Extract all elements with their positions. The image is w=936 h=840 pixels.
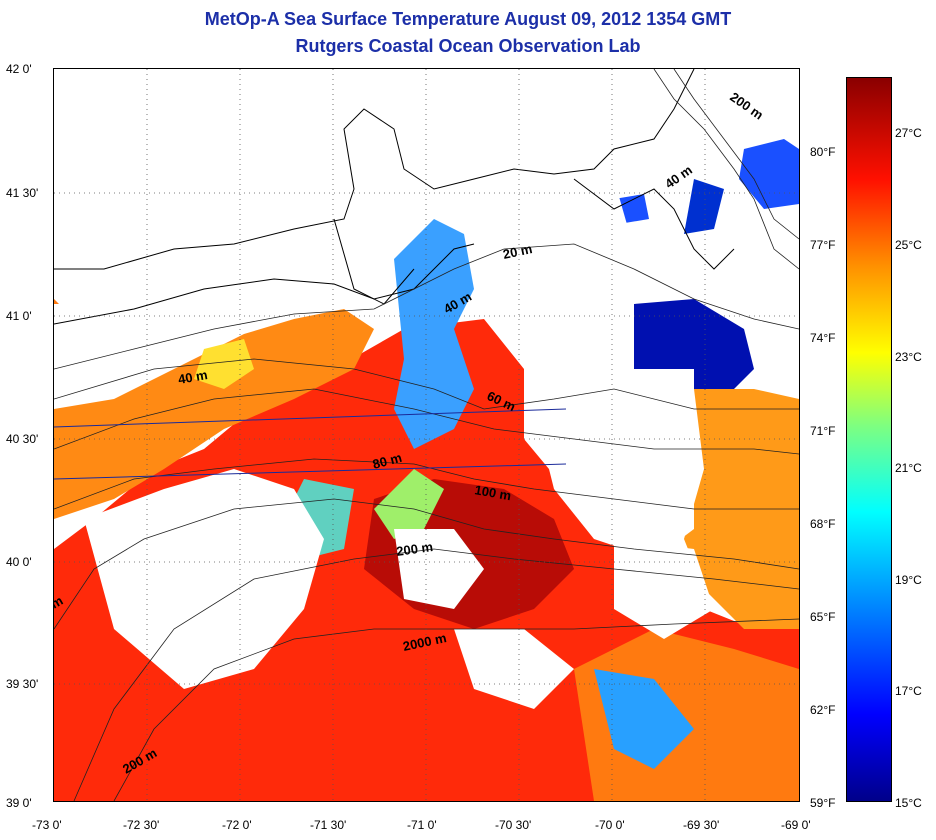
map-title: MetOp-A Sea Surface Temperature August 0… <box>204 9 732 29</box>
lon-label: -71 30' <box>310 818 347 832</box>
contour-label: 200 m <box>395 539 434 559</box>
colorbar-fahrenheit-label: 80°F <box>810 145 836 159</box>
temperature-colorbar <box>846 77 892 802</box>
colorbar-fahrenheit-label: 71°F <box>810 424 836 438</box>
colorbar-fahrenheit-label: 68°F <box>810 517 836 531</box>
sst-map: 200 m 40 m 20 m 40 m 40 m 60 m 80 m 100 … <box>48 68 800 802</box>
lon-label: -71 0' <box>407 818 437 832</box>
lat-label: 39 0' <box>6 796 32 810</box>
coastline <box>54 69 735 325</box>
contour-label: 80 m <box>371 450 404 472</box>
colorbar-celsius-label: 17°C <box>895 684 922 698</box>
colorbar-celsius-label: 25°C <box>895 238 922 252</box>
lon-label: -69 0' <box>781 818 811 832</box>
lon-label: -70 0' <box>595 818 625 832</box>
colorbar-celsius-label: 19°C <box>895 573 922 587</box>
lat-label: 40 0' <box>6 555 32 569</box>
contour-label: 20 m <box>502 241 534 262</box>
colorbar-celsius-label: 23°C <box>895 350 922 364</box>
lat-label: 39 30' <box>6 677 39 691</box>
contour-label: 100 m <box>473 482 512 503</box>
lon-label: -72 30' <box>123 818 160 832</box>
lat-label: 42 0' <box>6 62 32 76</box>
colorbar-celsius-label: 15°C <box>895 796 922 810</box>
colorbar-fahrenheit-label: 65°F <box>810 610 836 624</box>
contour-label: 40 m <box>662 162 695 191</box>
colorbar-fahrenheit-label: 74°F <box>810 331 836 345</box>
lon-label: -69 30' <box>683 818 720 832</box>
lon-label: -72 0' <box>222 818 252 832</box>
colorbar-fahrenheit-label: 59°F <box>810 796 836 810</box>
lat-label: 41 30' <box>6 186 39 200</box>
colorbar-fahrenheit-label: 77°F <box>810 238 836 252</box>
contour-label: 40 m <box>177 367 209 387</box>
lat-label: 41 0' <box>6 309 32 323</box>
colorbar-celsius-label: 21°C <box>895 461 922 475</box>
lat-label: 40 30' <box>6 432 39 446</box>
sst-map-canvas: 200 m 40 m 20 m 40 m 40 m 60 m 80 m 100 … <box>48 69 799 801</box>
lon-label: -70 30' <box>495 818 532 832</box>
no-data-region <box>54 179 714 709</box>
colorbar-celsius-label: 27°C <box>895 126 922 140</box>
contour-label: 200 m <box>727 89 766 122</box>
lon-label: -73 0' <box>32 818 62 832</box>
map-subtitle: Rutgers Coastal Ocean Observation Lab <box>295 36 641 56</box>
bathymetry-contours <box>54 69 799 801</box>
graticule <box>54 69 799 801</box>
transect-lines <box>54 408 567 480</box>
colorbar-fahrenheit-label: 62°F <box>810 703 836 717</box>
